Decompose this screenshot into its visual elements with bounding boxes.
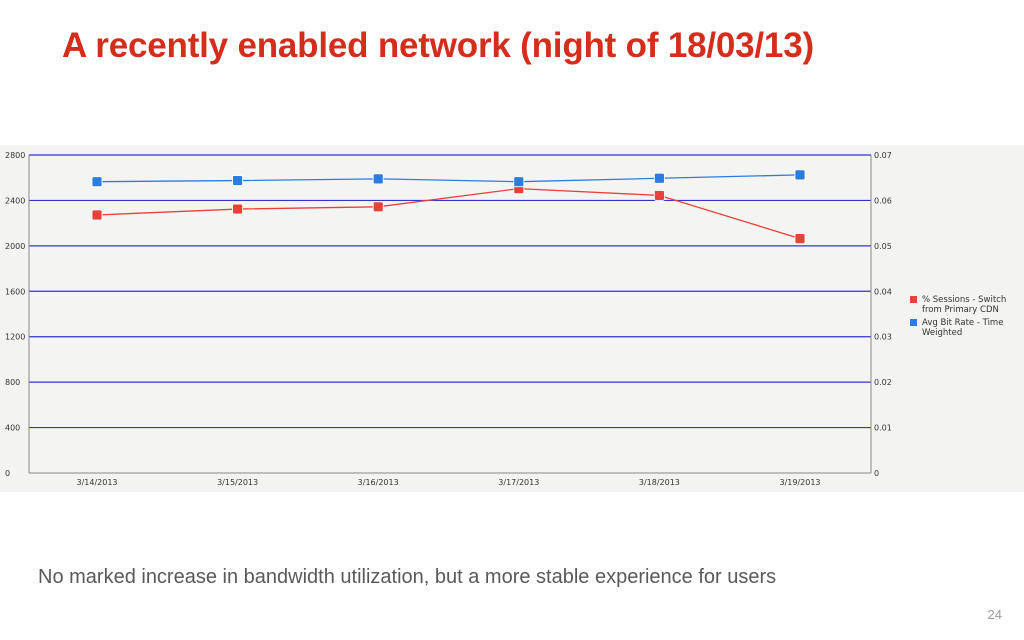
x-tick-label: 3/17/2013 (498, 478, 539, 487)
y-left-tick-label: 1600 (5, 287, 25, 296)
legend-label: Avg Bit Rate - Time (922, 318, 1003, 328)
y-right-tick-label: 0.02 (874, 378, 892, 387)
y-right-tick-label: 0.06 (874, 196, 892, 205)
y-left-tick-label: 2000 (5, 242, 25, 251)
data-point[interactable] (794, 169, 806, 181)
y-left-tick-label: 0 (5, 469, 10, 478)
data-point[interactable] (654, 172, 665, 184)
data-point[interactable] (654, 190, 665, 201)
x-tick-label: 3/18/2013 (639, 478, 680, 487)
plot-area (29, 155, 871, 473)
x-tick-label: 3/19/2013 (779, 478, 820, 487)
legend-marker (910, 296, 917, 303)
legend-label: % Sessions - Switch (922, 295, 1006, 305)
slide-caption: No marked increase in bandwidth utilizat… (38, 566, 777, 588)
y-right-tick-label: 0.01 (874, 424, 892, 433)
x-tick-label: 3/14/2013 (76, 478, 117, 487)
data-point[interactable] (232, 175, 244, 186)
data-point[interactable] (513, 176, 525, 188)
y-left-tick-label: 800 (5, 378, 20, 387)
x-tick-label: 3/15/2013 (217, 478, 258, 487)
data-point[interactable] (372, 201, 384, 213)
data-point[interactable] (794, 233, 806, 244)
chart-panel: 0 400 800 1200 1600 2000 2400 2800 0 0.01 0.02 0.0… (0, 145, 1024, 492)
series-line-sessions-switch (96, 187, 801, 240)
x-tick-label: 3/16/2013 (358, 478, 399, 487)
y-left-tick-label: 1200 (5, 333, 25, 342)
data-point[interactable] (232, 203, 244, 215)
legend-label: Weighted (922, 328, 962, 338)
data-point[interactable] (91, 209, 103, 221)
y-right-tick-label: 0 (874, 469, 879, 478)
y-left-tick-label: 2400 (5, 196, 25, 205)
page-number: 24 (987, 607, 1002, 622)
y-left-tick-label: 400 (5, 424, 20, 433)
y-right-tick-label: 0.07 (874, 151, 892, 160)
series-line-avg-bit-rate (96, 174, 801, 183)
y-right-tick-label: 0.05 (874, 242, 892, 251)
y-right-tick-label: 0.04 (874, 287, 892, 296)
legend-label: from Primary CDN (922, 305, 999, 315)
data-point[interactable] (91, 176, 103, 188)
legend-marker (910, 319, 917, 326)
slide-title: A recently enabled network (night of 18/… (62, 26, 814, 65)
data-point[interactable] (372, 173, 384, 185)
y-left-tick-label: 2800 (5, 151, 25, 160)
y-right-tick-label: 0.03 (874, 333, 892, 342)
line-chart: 0 400 800 1200 1600 2000 2400 2800 0 0.01 0.02 0.0… (5, 151, 1006, 487)
